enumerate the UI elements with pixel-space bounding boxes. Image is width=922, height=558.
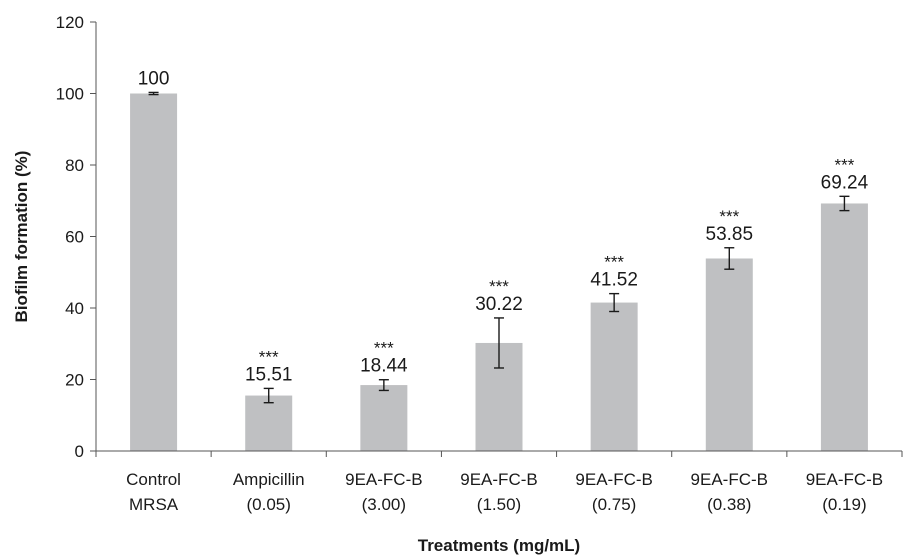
x-tick-label: (0.38) (707, 495, 751, 514)
significance-label: *** (834, 155, 854, 174)
y-tick-label: 20 (65, 371, 84, 390)
x-tick-label: (1.50) (477, 495, 521, 514)
x-axis-tick-labels: Control MRSA Ampicillin (0.05) 9EA-FC-B (3.00… (95, 451, 903, 514)
x-tick-label: (0.19) (822, 495, 866, 514)
y-axis-ticks: 0 20 40 60 80 100 120 (56, 13, 96, 461)
data-label: 41.52 (590, 270, 638, 291)
x-tick-label: 9EA-FC-B (806, 470, 883, 489)
data-label: 100 (138, 68, 170, 89)
y-axis-title: Biofilm formation (%) (12, 151, 31, 323)
bar (245, 395, 293, 451)
x-tick-label: 9EA-FC-B (345, 470, 422, 489)
data-label: 69.24 (821, 172, 869, 193)
x-tick-label: MRSA (129, 495, 179, 514)
significance-label: *** (719, 207, 739, 226)
x-tick-label: Control (126, 470, 181, 489)
bar (130, 93, 178, 451)
x-tick-label: 9EA-FC-B (460, 470, 537, 489)
data-label: 18.44 (360, 356, 408, 377)
x-tick-label: Ampicillin (233, 470, 305, 489)
y-tick-label: 0 (75, 442, 84, 461)
x-tick-label: 9EA-FC-B (691, 470, 768, 489)
x-axis-title: Treatments (mg/mL) (418, 536, 580, 555)
data-label: 30.22 (475, 294, 523, 315)
x-tick-label: (3.00) (362, 495, 406, 514)
x-tick-label: 9EA-FC-B (575, 470, 652, 489)
y-tick-label: 100 (56, 85, 84, 104)
significance-label: *** (489, 277, 509, 296)
x-tick-label: (0.75) (592, 495, 636, 514)
significance-label: *** (604, 253, 624, 272)
data-label: 15.51 (245, 364, 293, 385)
y-tick-label: 60 (65, 228, 84, 247)
bar (705, 258, 753, 451)
y-tick-label: 80 (65, 156, 84, 175)
significance-label: *** (259, 347, 279, 366)
y-tick-label: 120 (56, 13, 84, 32)
data-label: 53.85 (706, 224, 754, 245)
y-tick-label: 40 (65, 299, 84, 318)
x-tick-label: (0.05) (247, 495, 291, 514)
bar (360, 385, 408, 451)
bar (590, 302, 638, 451)
bar (820, 203, 868, 451)
significance-label: *** (374, 339, 394, 358)
